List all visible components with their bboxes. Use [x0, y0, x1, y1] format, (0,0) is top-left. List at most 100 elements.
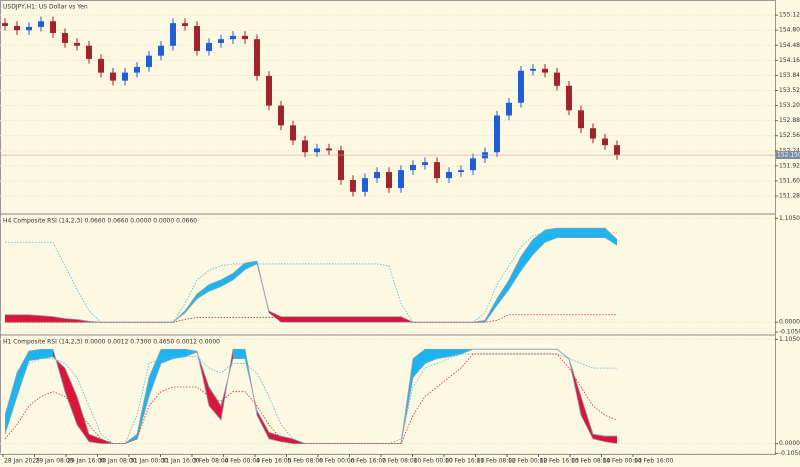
band-fill: [17, 314, 29, 323]
band-fill: [257, 410, 269, 439]
candle-body: [302, 140, 308, 153]
candle-body: [434, 162, 440, 179]
band-fill: [353, 316, 365, 323]
x-tick-label: 6 Feb 16:00: [351, 458, 387, 465]
candle-body: [134, 66, 140, 73]
y-tick-label: 151.920: [779, 162, 800, 169]
y-tick-label: 153.520: [779, 87, 800, 94]
band-fill: [509, 256, 521, 290]
band-fill: [365, 316, 377, 323]
y-tick-label: 154.160: [779, 57, 800, 64]
candle-body: [74, 42, 80, 46]
last-price-box: [776, 151, 800, 160]
x-tick-label: 10 Feb 16:00: [445, 458, 485, 465]
band-fill: [233, 262, 245, 280]
band-fill: [497, 279, 509, 306]
band-fill: [17, 351, 29, 397]
band-fill: [329, 316, 341, 323]
candle-body: [26, 26, 32, 31]
candle-body: [566, 85, 572, 111]
band-fill: [545, 228, 557, 243]
candle-body: [158, 45, 164, 56]
y-tick-label: 154.800: [779, 27, 800, 34]
candle-body: [362, 178, 368, 192]
candle-body: [146, 55, 152, 67]
band-fill: [377, 316, 389, 323]
y-tick-label: 1.1050: [779, 336, 800, 343]
candle-body: [350, 180, 356, 192]
candle-body: [110, 72, 116, 81]
candle-body: [254, 39, 260, 76]
indicator-line: [4, 353, 618, 445]
x-tick-label: 14 Feb 16:00: [634, 458, 674, 465]
candle-body: [86, 45, 92, 59]
x-tick-label: 12 Feb 00:00: [508, 458, 548, 465]
x-tick-label: 28 Jan 2025: [4, 458, 40, 465]
x-tick-label: 10 Feb 00:00: [414, 458, 454, 465]
candle-body: [14, 25, 20, 31]
band-fill: [209, 279, 221, 292]
candle-body: [506, 102, 512, 116]
band-fill: [281, 436, 293, 444]
band-fill: [89, 434, 101, 444]
plot-frame: [0, 0, 776, 455]
candle-body: [2, 23, 8, 26]
candle-body: [98, 58, 104, 73]
candle-body: [374, 172, 380, 179]
x-tick-label: 30 Jan 08:00: [99, 458, 137, 465]
candle-body: [314, 148, 320, 153]
x-tick-label: 14 Feb 00:00: [603, 458, 643, 465]
x-tick-label: 12 Feb 16:00: [540, 458, 580, 465]
band-fill: [209, 386, 221, 421]
y-tick-label: 152.880: [779, 117, 800, 124]
y-tick-label: -0.1050: [779, 450, 800, 457]
candle-body: [554, 72, 560, 86]
candle-body: [602, 138, 608, 146]
x-tick-label: 13 Feb 08:00: [571, 458, 611, 465]
band-fill: [593, 434, 605, 442]
y-tick-label: 151.280: [779, 193, 800, 200]
band-fill: [389, 316, 401, 323]
candle-body: [410, 164, 416, 171]
band-fill: [5, 372, 17, 435]
x-tick-label: 11 Feb 08:00: [477, 458, 517, 465]
x-tick-label: 31 Jan 00:00: [130, 458, 168, 465]
candle-body: [338, 150, 344, 181]
candle-body: [194, 25, 200, 51]
y-tick-label: 155.120: [779, 12, 800, 19]
candle-body: [386, 172, 392, 189]
last-price-label: 152.150: [777, 152, 800, 159]
band-fill: [5, 314, 17, 323]
indicator-line: [5, 314, 617, 323]
x-tick-label: 4 Feb 00:00: [225, 458, 261, 465]
candle-body: [278, 105, 284, 126]
band-fill: [533, 230, 545, 255]
candle-body: [542, 68, 548, 73]
candle-body: [590, 128, 596, 139]
pane-title: USDJPY,H1: US Dollar vs Yen: [3, 4, 88, 11]
y-tick-label: 154.480: [779, 42, 800, 49]
band-fill: [521, 239, 533, 271]
x-tick-label: 29 Jan 16:00: [67, 458, 105, 465]
band-fill: [605, 436, 617, 444]
pane-title: H4 Composite RSI (14,2,3) 0.0660 0.0660 …: [3, 218, 197, 225]
band-fill: [233, 349, 245, 359]
candle-body: [458, 170, 464, 173]
candle-body: [518, 70, 524, 103]
band-fill: [29, 349, 41, 361]
band-fill: [41, 315, 53, 323]
candle-body: [326, 148, 332, 151]
x-tick-label: 31 Jan 16:00: [162, 458, 200, 465]
candle-body: [50, 21, 56, 34]
candle-body: [530, 68, 536, 71]
candle-body: [230, 35, 236, 40]
band-fill: [197, 284, 209, 299]
band-fill: [293, 316, 305, 323]
band-fill: [449, 349, 461, 357]
candle-body: [578, 110, 584, 129]
y-tick-label: 152.560: [779, 132, 800, 139]
candle-body: [206, 42, 212, 51]
band-fill: [605, 228, 617, 246]
band-fill: [77, 396, 89, 442]
